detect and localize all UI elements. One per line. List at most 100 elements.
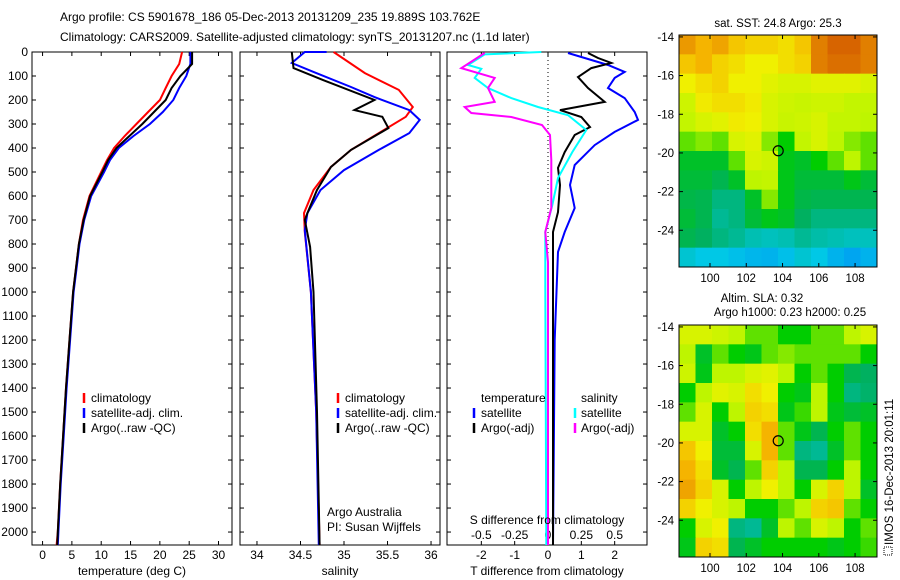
lon-tick-label: 106 [809,563,828,575]
map-cell [712,189,729,210]
legend-label: satellite [481,406,522,420]
map-cell [761,247,779,268]
map-cell [844,479,861,500]
map-cell [860,93,878,113]
map-cell [745,460,762,481]
map-cell [728,112,746,133]
map-cell [712,363,729,384]
lon-tick-label: 104 [773,273,793,285]
map-cell [695,73,713,94]
map-cell [679,228,696,249]
map-cell [827,93,845,113]
map-cell [794,537,812,558]
s-diff-tick-label: 0.5 [606,528,623,542]
map-cell [794,54,812,75]
map-cell [679,54,696,75]
map-cell [695,441,713,461]
map-cell [761,383,779,403]
map-cell [794,189,812,210]
map-cell [811,383,828,403]
salinity-line-1 [289,51,422,546]
map-cell [778,209,795,229]
lon-tick-label: 100 [700,563,719,575]
map-cell [679,499,696,519]
map-cell [860,383,878,403]
map-cell [794,325,812,345]
depth-tick-label: 100 [8,69,28,83]
map-cell [679,479,696,500]
map-cell [811,247,828,268]
lat-tick-label: -18 [657,109,674,121]
map-cell [827,131,845,152]
lon-tick-label: 106 [809,273,828,285]
difference-line-3 [458,52,553,545]
map-cell [712,460,729,481]
map-cell [712,518,729,539]
map-cell [778,325,795,345]
map-cell [811,537,828,558]
sla-map: 100 102 104 106 108 -14 -16 -18 -20 -22 -24 [657,322,878,575]
map-cell [679,151,696,171]
depth-tick-label: 1700 [1,453,28,467]
map-cell [860,325,878,345]
map-cell [827,460,845,481]
salinity-plot-frame [239,51,441,546]
map-cell [728,93,746,113]
map-cell [778,537,795,558]
map-cell [761,54,779,75]
x-tick-label: 0 [545,548,552,562]
map-cell [860,479,878,500]
salinity-axis-label: salinity [322,564,359,578]
map-cell [695,228,713,249]
map-cell [827,499,845,519]
x-tick-label: 0 [39,548,46,562]
map-cell [860,35,878,55]
depth-tick-label: 200 [8,93,28,107]
map-cell [860,247,878,268]
map-cell [794,441,812,461]
depth-tick-label: 600 [8,189,28,203]
map-cell [728,421,746,442]
map-cell [712,499,729,519]
legend-label: Argo(..raw -QC) [345,421,430,435]
map-cell [794,112,812,133]
depth-tick-label: 1500 [1,405,28,419]
map-cell [761,151,779,171]
map-cell [844,54,861,75]
map-cell [712,209,729,229]
map-cell [728,537,746,558]
map-cell [827,189,845,210]
sst-map-title: sat. SST: 24.8 Argo: 25.3 [714,18,841,30]
difference-line-1 [552,52,615,545]
map-cell [844,73,861,94]
sla-map-title: Altim. SLA: 0.32 [721,293,803,305]
map-cell [778,131,795,152]
lat-tick-label: -18 [657,399,674,411]
map-cell [827,537,845,558]
map-cell [745,537,762,558]
map-cell [811,209,828,229]
map-cell [844,383,861,403]
map-cell [745,35,762,55]
x-tick-label: 25 [183,548,197,562]
map-cell [827,151,845,171]
map-cell [811,112,828,133]
depth-tick-label: 0 [21,45,28,59]
map-cell [811,73,828,94]
map-cell [695,402,713,423]
argo-location-marker [772,435,784,447]
map-cell [778,189,795,210]
map-cell [712,402,729,423]
map-cell [844,499,861,519]
s-diff-tick-label: -0.5 [471,528,492,542]
map-cell [745,170,762,191]
map-cell [695,112,713,133]
depth-tick-label: 700 [8,213,28,227]
map-cell [811,170,828,191]
map-cell [860,209,878,229]
x-tick-label: 34 [250,548,264,562]
map-cell [679,131,696,152]
map-cell [811,35,828,55]
map-cell [679,344,696,365]
map-cell [728,460,746,481]
